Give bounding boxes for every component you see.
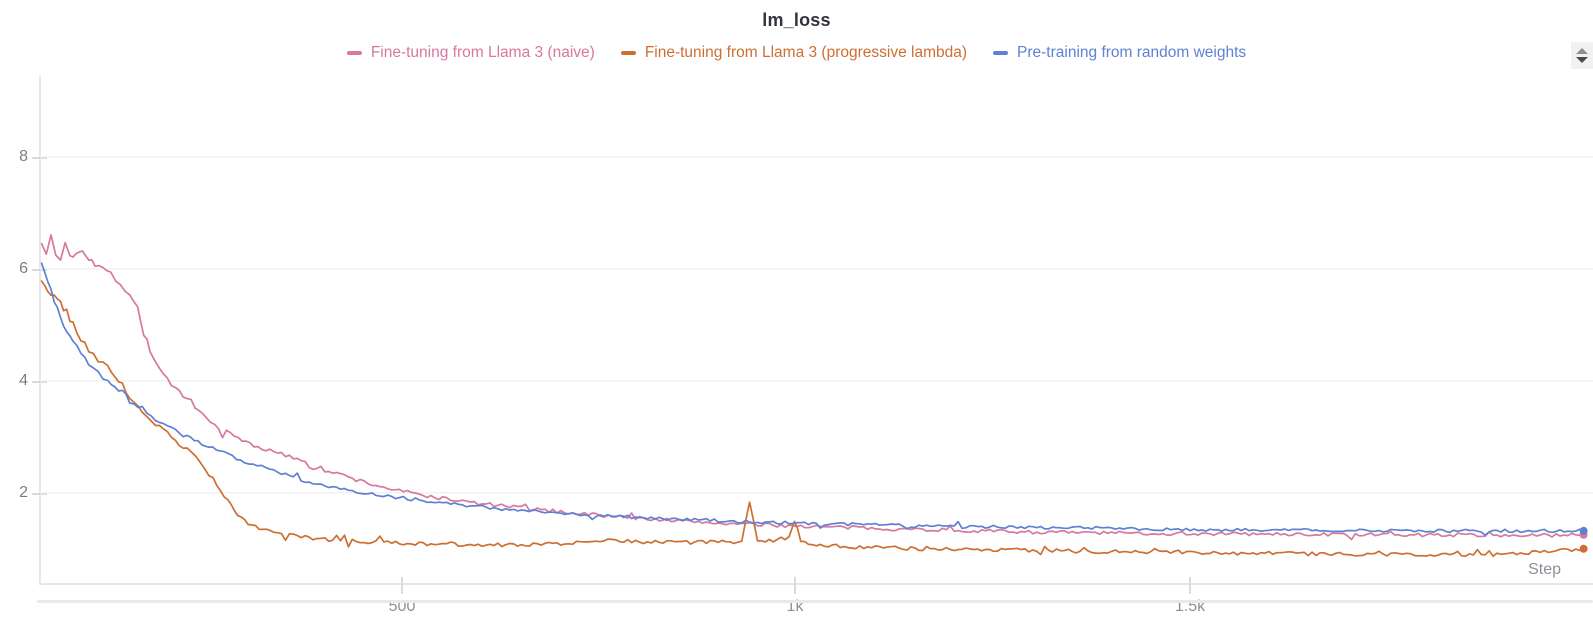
up-arrow-icon[interactable]: [1576, 48, 1588, 54]
y-tick-label: 2: [19, 484, 28, 501]
legend-item-progressive-lambda[interactable]: Fine-tuning from Llama 3 (progressive la…: [620, 44, 968, 62]
panel-stepper-control[interactable]: [1571, 42, 1593, 69]
legend-swatch-progressive-lambda: [620, 51, 636, 55]
legend-label: Fine-tuning from Llama 3 (progressive la…: [644, 44, 968, 61]
x-tick-mark: [794, 577, 796, 594]
legend-swatch-pretraining: [993, 51, 1009, 55]
x-axis-line: [39, 583, 1593, 585]
y-tick-mark: [32, 157, 47, 159]
panel-title: lm_loss: [762, 10, 831, 30]
legend-label: Fine-tuning from Llama 3 (naive): [370, 44, 595, 61]
y-tick-label: 4: [19, 372, 28, 389]
chart-legend: Fine-tuning from Llama 3 (naive) Fine-tu…: [0, 44, 1593, 62]
y-axis-line: [39, 75, 41, 585]
step-range-slider[interactable]: [37, 600, 1593, 603]
down-arrow-icon[interactable]: [1576, 57, 1588, 63]
x-tick-mark: [401, 577, 403, 594]
legend-item-naive[interactable]: Fine-tuning from Llama 3 (naive): [346, 44, 595, 62]
x-axis-name: Step: [1528, 561, 1561, 578]
y-tick-mark: [32, 269, 47, 271]
x-tick-mark: [1189, 577, 1191, 594]
y-tick-label: 8: [19, 148, 28, 165]
y-tick-label: 6: [19, 260, 28, 277]
y-tick-mark: [32, 493, 47, 495]
legend-item-pretraining[interactable]: Pre-training from random weights: [993, 44, 1246, 62]
y-tick-mark: [32, 381, 47, 383]
loss-chart-svg[interactable]: [40, 75, 1593, 583]
legend-swatch-naive: [346, 51, 362, 55]
legend-label: Pre-training from random weights: [1017, 44, 1247, 61]
loss-chart-plot-area[interactable]: [40, 75, 1593, 583]
